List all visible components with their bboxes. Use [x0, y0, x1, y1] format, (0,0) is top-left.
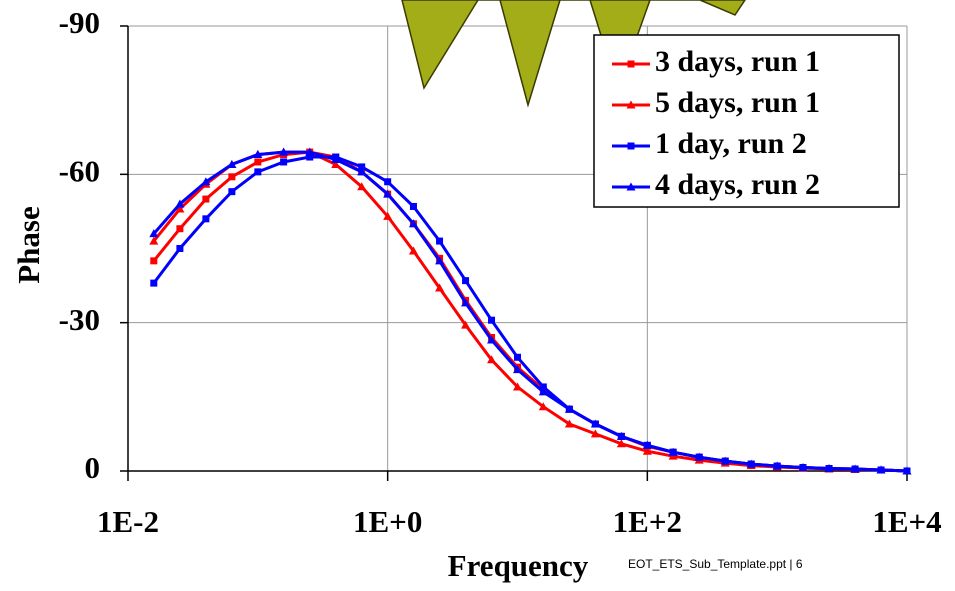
marker — [538, 387, 548, 396]
marker — [202, 195, 210, 203]
marker — [487, 355, 497, 364]
marker — [514, 353, 521, 361]
marker — [331, 155, 341, 163]
marker — [772, 461, 782, 470]
legend-marker — [627, 142, 635, 150]
marker — [384, 178, 392, 186]
marker — [824, 464, 834, 473]
marker — [720, 456, 730, 465]
marker — [850, 464, 860, 473]
marker — [798, 463, 808, 472]
marker — [487, 335, 497, 344]
plot-area: 0 -30 -60 -90 1E-2 1E+0 1E+2 1E+4 — [59, 5, 942, 539]
marker — [358, 163, 366, 171]
marker — [435, 283, 445, 292]
marker — [642, 440, 652, 449]
marker — [331, 159, 341, 168]
footer: EOT_ETS_Sub_Template.ppt | 6 — [628, 557, 803, 571]
marker — [590, 429, 600, 438]
marker — [564, 404, 574, 413]
legend-marker — [626, 100, 636, 109]
marker — [616, 439, 626, 448]
marker — [175, 204, 185, 213]
marker — [436, 237, 444, 245]
marker — [357, 167, 367, 176]
marker — [383, 211, 393, 220]
marker — [280, 158, 288, 166]
marker — [202, 215, 210, 223]
marker — [150, 279, 158, 287]
marker — [254, 168, 262, 176]
x-tick-label: 1E+2 — [613, 504, 682, 539]
x-axis-title: Frequency — [448, 548, 589, 583]
marker — [408, 246, 418, 255]
y-tick-label: -30 — [59, 302, 100, 337]
marker — [616, 431, 626, 440]
marker — [564, 419, 574, 428]
marker — [176, 225, 184, 233]
marker — [409, 202, 417, 210]
y-tick-label: 0 — [85, 450, 101, 485]
x-tick-label: 1E+4 — [872, 504, 941, 539]
marker — [357, 182, 367, 191]
marker — [306, 153, 314, 161]
marker — [461, 320, 471, 329]
marker — [642, 446, 652, 455]
legend-label: 5 days, run 1 — [655, 86, 820, 119]
marker — [876, 465, 886, 474]
marker — [590, 419, 600, 428]
marker — [253, 150, 263, 159]
star-decoration — [401, 0, 746, 108]
marker — [435, 256, 445, 265]
marker — [201, 177, 211, 186]
marker — [462, 277, 470, 285]
marker — [383, 189, 393, 198]
marker — [149, 229, 159, 238]
legend: 3 days, run 1 5 days, run 1 1 day, run 2 4 … — [612, 45, 820, 201]
legend-marker — [627, 60, 635, 68]
marker — [228, 188, 236, 196]
series-line — [152, 150, 908, 473]
marker — [746, 459, 756, 468]
y-tick-label: -60 — [59, 153, 100, 188]
x-tick-label: 1E-2 — [97, 504, 159, 539]
marker — [305, 147, 315, 156]
legend-label: 4 days, run 2 — [655, 168, 820, 201]
x-tick-label: 1E+0 — [353, 504, 422, 539]
marker — [902, 466, 912, 475]
marker — [149, 236, 159, 245]
marker — [175, 199, 185, 208]
marker — [513, 382, 522, 391]
marker — [176, 245, 184, 252]
y-axis-title: Phase — [11, 206, 46, 284]
marker — [228, 173, 236, 181]
marker — [538, 402, 548, 411]
marker — [408, 219, 418, 228]
legend-label: 3 days, run 1 — [655, 45, 820, 78]
marker — [461, 298, 471, 307]
marker — [694, 452, 704, 461]
marker — [227, 159, 237, 168]
marker — [488, 316, 496, 324]
marker — [150, 257, 158, 265]
marker — [513, 365, 522, 374]
marker — [668, 447, 678, 456]
y-tick-label: -90 — [59, 5, 100, 40]
marker — [279, 147, 289, 156]
marker — [254, 158, 262, 166]
legend-marker — [626, 182, 636, 191]
marker — [539, 383, 547, 391]
legend-label: 1 day, run 2 — [655, 127, 807, 160]
